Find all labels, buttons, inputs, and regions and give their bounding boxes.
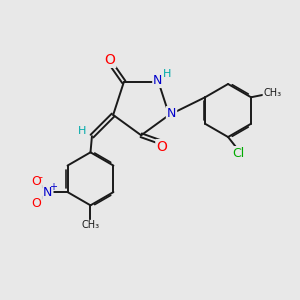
Text: O: O: [105, 53, 116, 67]
Text: CH₃: CH₃: [81, 220, 100, 230]
Text: Cl: Cl: [232, 147, 244, 160]
Text: -: -: [38, 172, 42, 182]
Text: O: O: [156, 140, 167, 154]
Text: N: N: [153, 74, 163, 87]
Text: N: N: [167, 107, 176, 120]
Text: +: +: [49, 182, 57, 192]
Text: O: O: [31, 197, 41, 210]
Text: O: O: [31, 175, 41, 188]
Text: H: H: [78, 126, 87, 136]
Text: N: N: [43, 186, 52, 199]
Text: CH₃: CH₃: [263, 88, 281, 98]
Text: H: H: [163, 69, 171, 79]
